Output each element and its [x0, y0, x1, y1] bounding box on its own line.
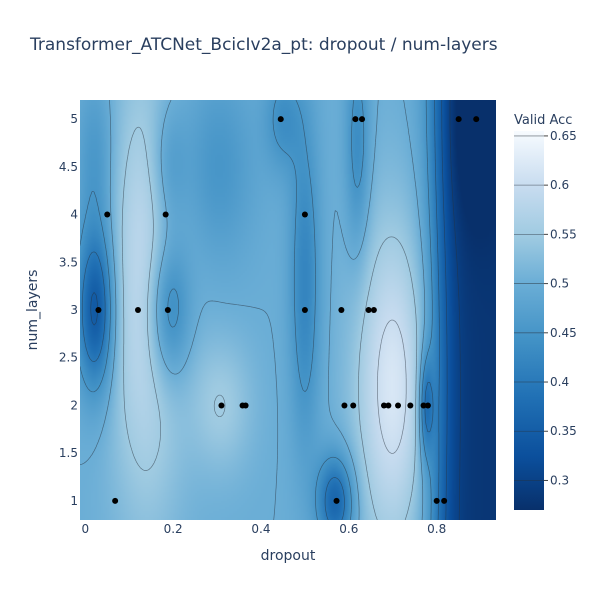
- x-tick-label: 0.2: [164, 522, 183, 536]
- colorbar-tick-label: 0.3: [550, 473, 569, 487]
- trial-point: [338, 307, 345, 313]
- trial-point: [359, 116, 366, 123]
- trial-point: [455, 116, 462, 123]
- trial-point: [385, 402, 392, 409]
- trial-point: [301, 211, 308, 218]
- trial-point: [112, 497, 119, 504]
- contour-line: [121, 126, 418, 520]
- trial-point: [380, 402, 387, 409]
- trial-point: [407, 402, 414, 409]
- trial-point: [341, 402, 348, 409]
- x-tick-label: 0.8: [427, 522, 446, 536]
- colorbar-ticks: 0.3 0.35 0.4 0.45 0.5 0.55 0.6 0.65: [514, 129, 577, 487]
- trial-point: [424, 402, 431, 409]
- contour-line: [80, 100, 433, 520]
- x-tick-label: 0: [81, 522, 89, 536]
- y-tick-label: 2.5: [59, 351, 78, 365]
- trial-point: [441, 497, 448, 504]
- trial-point: [95, 307, 102, 313]
- trial-point: [242, 402, 249, 409]
- colorbar-tick-label: 0.6: [550, 178, 569, 192]
- trial-point: [104, 211, 111, 218]
- y-axis-ticks: 1 1.5 2 2.5 3 3.5 4 4.5 5: [59, 112, 78, 508]
- trial-point: [370, 307, 377, 313]
- colorbar: Valid Acc 0.3 0.35 0.4 0.45 0.5 0.55 0.6 0.65: [514, 113, 577, 510]
- x-tick-label: 0.4: [251, 522, 270, 536]
- chart-title: Transformer_ATCNet_BcicIv2a_pt: dropout …: [29, 35, 498, 55]
- colorbar-title: Valid Acc: [514, 113, 572, 128]
- trial-point: [350, 402, 357, 409]
- trial-point: [365, 307, 372, 313]
- colorbar-tick-label: 0.45: [550, 326, 577, 340]
- y-tick-label: 5: [70, 112, 78, 126]
- trial-point: [420, 402, 427, 409]
- y-tick-label: 3.5: [59, 255, 78, 269]
- trial-point: [134, 307, 141, 313]
- heatmap-surface: [80, 100, 496, 520]
- contour-lines: [80, 100, 461, 520]
- trial-point: [164, 307, 171, 313]
- plot-area: [80, 100, 496, 520]
- y-tick-label: 1: [70, 494, 78, 508]
- trial-markers: [95, 116, 480, 504]
- trial-point: [352, 116, 359, 123]
- contour-line: [90, 100, 448, 520]
- colorbar-tick-label: 0.5: [550, 277, 569, 291]
- colorbar-tick-label: 0.35: [550, 424, 577, 438]
- contour-line: [80, 100, 426, 520]
- x-tick-label: 0.6: [339, 522, 358, 536]
- colorbar-tick-label: 0.55: [550, 227, 577, 241]
- contour-line: [81, 100, 440, 520]
- trial-point: [473, 116, 480, 123]
- trial-point: [301, 307, 308, 313]
- y-tick-label: 2: [70, 398, 78, 412]
- y-tick-label: 4: [70, 208, 78, 222]
- colorbar-tick-label: 0.4: [550, 375, 569, 389]
- y-tick-label: 3: [70, 303, 78, 317]
- trial-point: [218, 402, 225, 409]
- trial-point: [162, 211, 169, 218]
- trial-point: [277, 116, 284, 123]
- colorbar-tick-label: 0.65: [550, 129, 577, 143]
- contour-line: [449, 100, 461, 520]
- trial-point: [395, 402, 402, 409]
- contour-line: [377, 319, 407, 454]
- y-axis-title: num_layers: [25, 270, 41, 351]
- x-axis-ticks: 0 0.2 0.4 0.6 0.8: [81, 522, 446, 536]
- y-tick-label: 1.5: [59, 446, 78, 460]
- x-axis-title: dropout: [261, 548, 316, 564]
- y-tick-label: 4.5: [59, 160, 78, 174]
- colorbar-gradient: [514, 131, 544, 510]
- trial-point: [333, 497, 340, 504]
- trial-point: [433, 497, 440, 504]
